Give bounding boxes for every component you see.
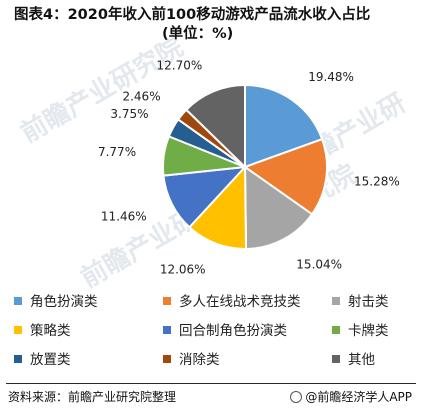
footer-divider (6, 383, 416, 384)
legend-item-4: 回合制角色扮演类 (163, 319, 287, 339)
legend-swatch-0 (14, 297, 22, 305)
legend-swatch-1 (163, 297, 171, 305)
legend-label-2: 射击类 (348, 294, 389, 310)
brand-credit-text: @前瞻经济学人APP (305, 390, 412, 404)
data-label-7: 2.46% (122, 90, 160, 104)
legend-item-8: 其他 (332, 348, 375, 368)
legend-item-0: 角色扮演类 (14, 290, 98, 310)
pie-slice-8 (184, 83, 246, 170)
pie-slice-0 (244, 83, 324, 169)
pie-slice-3 (187, 164, 248, 250)
chart-title-text: 图表4：2020年收入前100移动游戏产品流水收入占比 (14, 7, 371, 23)
source-note: 资料来源：前瞻产业研究院整理 (8, 390, 177, 404)
pie-chart: 19.48% 15.28% 15.04% 12.06% 11.46% 7.77% 3.75%… (98, 59, 400, 277)
brand-credit: @前瞻经济学人APP (290, 388, 412, 405)
legend-label-5: 卡牌类 (348, 323, 389, 339)
data-label-5: 7.77% (98, 145, 136, 159)
data-label-8: 12.70% (157, 59, 203, 73)
legend-swatch-3 (14, 326, 22, 334)
legend-swatch-7 (163, 355, 171, 363)
data-label-3: 12.06% (160, 263, 206, 277)
legend-item-1: 多人在线战术竞技类 (163, 290, 301, 310)
legend-swatch-8 (332, 355, 340, 363)
legend-label-4: 回合制角色扮演类 (179, 323, 287, 339)
legend-swatch-6 (14, 355, 22, 363)
legend-label-7: 消除类 (179, 352, 220, 368)
brand-logo-icon (290, 390, 303, 403)
legend-label-1: 多人在线战术竞技类 (179, 294, 301, 310)
legend-label-0: 角色扮演类 (30, 294, 98, 310)
legend-item-2: 射击类 (332, 290, 389, 310)
data-label-0: 19.48% (308, 70, 354, 84)
data-label-2: 15.04% (296, 257, 342, 271)
chart-title: 图表4：2020年收入前100移动游戏产品流水收入占比 (单位：%) (14, 6, 414, 44)
legend-swatch-5 (332, 326, 340, 334)
pie-slice-1 (242, 137, 328, 216)
legend-item-5: 卡牌类 (332, 319, 389, 339)
legend-swatch-2 (332, 297, 340, 305)
chart-subtitle: (单位：%) (162, 26, 234, 42)
pie-slice-2 (243, 165, 314, 251)
legend-label-3: 策略类 (30, 323, 71, 339)
legend-item-7: 消除类 (163, 348, 220, 368)
data-label-4: 11.46% (101, 209, 147, 223)
legend-item-3: 策略类 (14, 319, 71, 339)
legend-label-6: 放置类 (30, 352, 71, 368)
legend-label-8: 其他 (348, 352, 375, 368)
legend-swatch-4 (163, 326, 171, 334)
data-label-6: 3.75% (110, 107, 148, 121)
legend-item-6: 放置类 (14, 348, 71, 368)
data-label-1: 15.28% (354, 175, 400, 189)
